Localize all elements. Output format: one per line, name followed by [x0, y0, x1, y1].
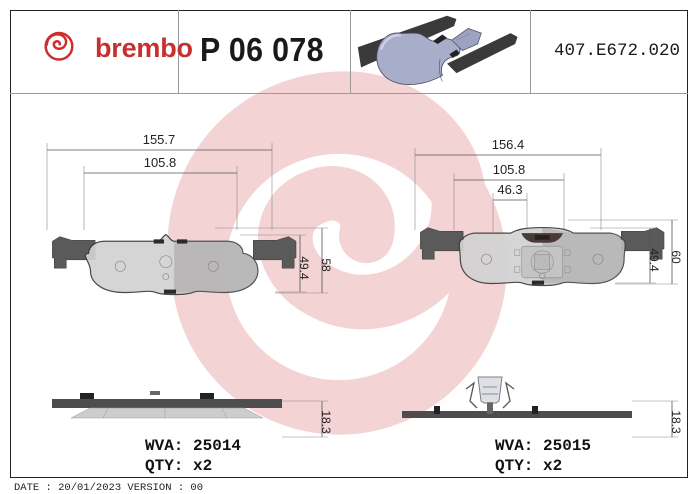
svg-text:156.4: 156.4: [492, 137, 525, 152]
svg-text:18.3: 18.3: [319, 410, 333, 434]
svg-text:105.8: 105.8: [144, 155, 177, 170]
svg-text:QTY: x2: QTY: x2: [145, 457, 212, 475]
svg-text:18.3: 18.3: [669, 410, 683, 434]
svg-text:WVA: 25014: WVA: 25014: [145, 437, 241, 455]
svg-text:WVA: 25015: WVA: 25015: [495, 437, 591, 455]
svg-text:60: 60: [669, 250, 683, 264]
svg-text:49.4: 49.4: [647, 248, 661, 272]
svg-text:46.3: 46.3: [497, 182, 522, 197]
svg-text:58: 58: [319, 258, 333, 272]
svg-text:49.4: 49.4: [297, 256, 311, 280]
svg-text:155.7: 155.7: [143, 132, 176, 147]
svg-text:105.8: 105.8: [493, 162, 526, 177]
svg-text:QTY: x2: QTY: x2: [495, 457, 562, 475]
